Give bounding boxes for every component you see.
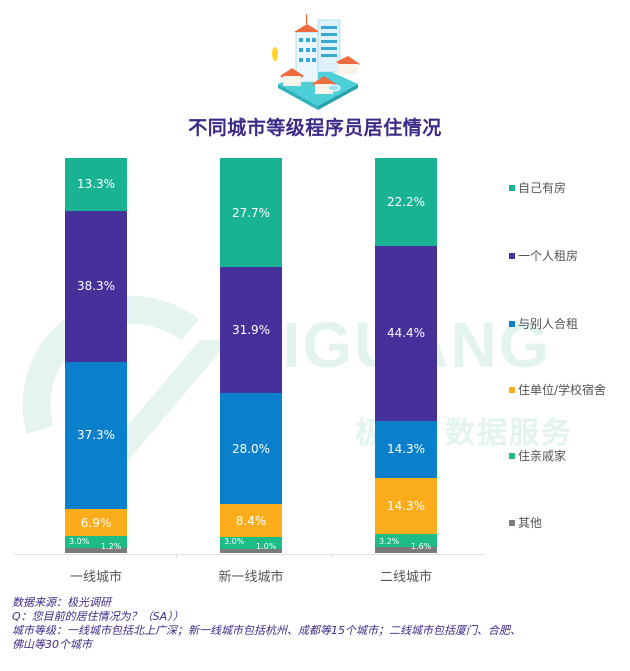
segment-value-label-relatives: 3.2% (379, 537, 400, 546)
bar-segment (375, 534, 437, 547)
legend-item-relatives: 住亲戚家 (509, 447, 566, 464)
footnote: 数据来源：极光调研 Q：您目前的居住情况为？（SA）） 城市等级：一线城市包括北… (12, 596, 521, 652)
segment-value-label: 14.3% (386, 498, 426, 513)
segment-value-label-relatives: 3.0% (224, 537, 245, 546)
bar-segment: 13.3% (65, 158, 127, 211)
legend-item-shared-rent: 与别人合租 (509, 315, 578, 332)
bar-segment (220, 537, 282, 550)
legend-swatch (509, 386, 515, 393)
legend-swatch (509, 519, 515, 526)
legend-label: 住单位/学校宿舍 (518, 383, 607, 397)
segment-value-label: 27.7% (231, 205, 271, 220)
bar-segment (375, 546, 437, 553)
legend-item-dorm: 住单位/学校宿舍 (509, 381, 606, 398)
bar-segment: 27.7% (220, 158, 282, 268)
legend-label: 住亲戚家 (518, 449, 567, 463)
segment-value-label-other: 1.0% (256, 542, 277, 551)
bar-segment (220, 549, 282, 553)
segment-value-label-relatives: 3.0% (69, 537, 90, 546)
bar-segment: 22.2% (375, 158, 437, 246)
x-axis-tick (331, 554, 332, 559)
stacked-bar-tier1: 13.3% 38.3% 37.3% 6.9% 3.0% 1.2% (65, 158, 127, 553)
footnote-question: Q：您目前的居住情况为？（SA）） (12, 610, 184, 623)
segment-value-label-other: 1.2% (101, 542, 122, 551)
bar-segment: 37.3% (65, 361, 127, 510)
bar-segment: 14.3% (375, 477, 437, 535)
segment-value-label: 37.3% (76, 428, 116, 443)
x-label-tier1: 一线城市 (69, 570, 122, 585)
bar-segment (65, 536, 127, 549)
segment-value-label: 28.0% (231, 441, 271, 456)
stacked-bar-new-tier1: 27.7% 31.9% 28.0% 8.4% 3.0% 1.0% (220, 158, 282, 553)
segment-value-label: 8.4% (235, 513, 267, 528)
x-axis-line (14, 554, 484, 555)
bar-segment: 38.3% (65, 210, 127, 362)
footnote-tiers: 城市等级：一线城市包括北上广深；新一线城市包括杭州、成都等15个城市；二线城市包… (12, 624, 521, 637)
segment-value-label-other: 1.6% (411, 542, 432, 551)
segment-value-label: 6.9% (80, 515, 112, 530)
legend-label: 自己有房 (518, 181, 567, 195)
legend-swatch (509, 252, 515, 259)
bar-segment: 31.9% (220, 267, 282, 394)
legend-swatch (509, 184, 515, 191)
segment-value-label: 14.3% (386, 442, 426, 457)
chart-title: 不同城市等级程序员居住情况 (188, 117, 442, 139)
stacked-bar-tier2: 22.2% 44.4% 14.3% 14.3% 3.2% 1.6% (375, 158, 437, 553)
legend-item-own-house: 自己有房 (509, 179, 566, 196)
bar-segment (65, 548, 127, 553)
x-axis-tick (176, 554, 177, 559)
legend-swatch (509, 320, 515, 327)
bar-segment: 8.4% (220, 504, 282, 538)
x-label-tier2: 二线城市 (379, 570, 432, 585)
legend-label: 一个人租房 (518, 249, 579, 263)
city-buildings-illustration (272, 14, 360, 110)
bar-segment: 14.3% (375, 421, 437, 478)
legend-label: 其他 (518, 516, 543, 530)
segment-value-label: 22.2% (386, 194, 426, 209)
segment-value-label: 44.4% (386, 326, 426, 341)
legend-item-other: 其他 (509, 514, 542, 531)
legend-swatch (509, 452, 515, 459)
legend-item-rent-alone: 一个人租房 (509, 247, 578, 264)
footnote-tiers-cont: 佛山等30个城市 (12, 638, 92, 651)
segment-value-label: 13.3% (76, 177, 116, 192)
bar-segment: 28.0% (220, 393, 282, 504)
x-label-new-tier1: 新一线城市 (218, 570, 284, 585)
legend-label: 与别人合租 (518, 317, 579, 331)
footnote-source: 数据来源：极光调研 (12, 596, 111, 609)
bar-segment: 44.4% (375, 245, 437, 422)
watermark-text-cn: 数据服务 (445, 417, 573, 450)
segment-value-label: 31.9% (231, 323, 271, 338)
bar-segment: 6.9% (65, 509, 127, 537)
segment-value-label: 38.3% (76, 279, 116, 294)
